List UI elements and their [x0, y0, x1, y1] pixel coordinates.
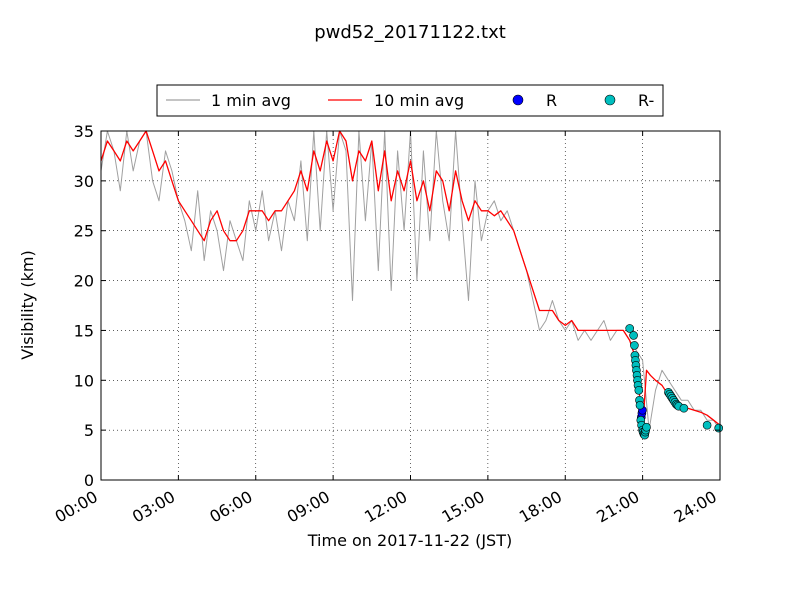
y-tick-label: 5: [84, 421, 94, 440]
legend-label-r: R: [546, 91, 557, 110]
series-line-10-min-avg: [100, 130, 721, 431]
point-r-minus: [635, 400, 645, 410]
point-r-minus: [642, 422, 651, 432]
point-r-minus: [702, 420, 712, 430]
legend: 1 min avg 10 min avg R R-: [156, 84, 664, 117]
point-r-minus: [679, 403, 689, 413]
plot-frame: [100, 130, 721, 481]
y-tick-label: 25: [74, 222, 94, 241]
point-r-minus: [629, 331, 638, 340]
point-r-minus: [714, 423, 724, 433]
legend-marker-r-minus: [604, 94, 616, 106]
y-tick-label: 10: [74, 371, 94, 390]
plot-area: [100, 130, 724, 481]
legend-label-1min: 1 min avg: [211, 91, 291, 110]
y-tick-label: 20: [74, 272, 94, 291]
y-tick-label: 0: [84, 471, 94, 490]
chart-title: pwd52_20171122.txt: [314, 22, 506, 43]
x-axis-label: Time on 2017-11-22 (JST): [307, 531, 512, 550]
y-axis-label: Visibility (km): [18, 250, 37, 359]
y-tick-label: 30: [74, 172, 94, 191]
point-r-minus: [625, 324, 635, 333]
y-tick-label: 15: [74, 321, 94, 340]
legend-label-r-minus: R-: [638, 91, 654, 110]
point-r-minus: [630, 341, 639, 350]
y-tick-label: 35: [74, 122, 94, 141]
legend-label-10min: 10 min avg: [374, 91, 464, 110]
legend-marker-r: [512, 94, 524, 106]
y-tick-labels: 0 5 10 15 20 25 30 35: [74, 122, 94, 490]
point-r-minus: [634, 385, 644, 395]
legend-frame: [156, 84, 664, 117]
